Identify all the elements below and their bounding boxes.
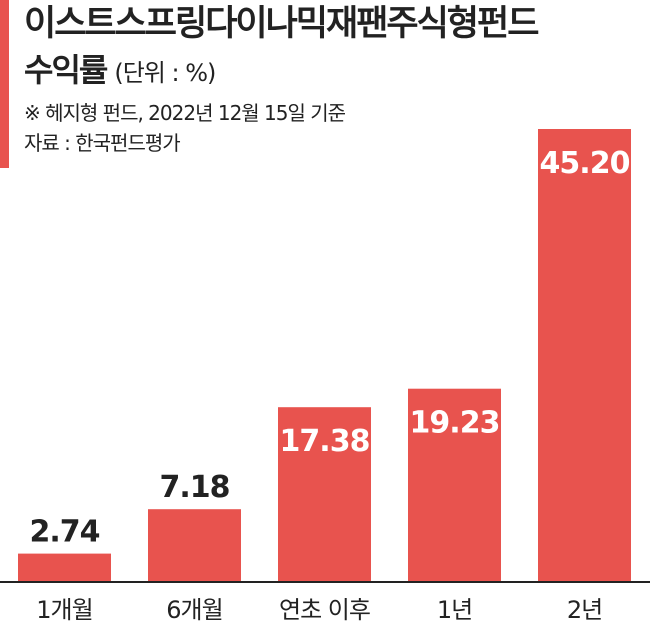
chart-source: 자료 : 한국펀드평가 [24, 131, 181, 155]
unit-label: (단위 : %) [114, 59, 216, 87]
chart-title-second-line: 수익률 (단위 : %) [24, 50, 624, 96]
bars-layer [18, 129, 631, 581]
category-label: 1년 [437, 596, 472, 624]
category-label: 연초 이후 [279, 596, 370, 624]
bar [148, 509, 241, 581]
category-labels-layer: 1개월 6개월 연초 이후 1년 2년 [36, 596, 603, 624]
bar [408, 388, 501, 581]
category-label: 1개월 [36, 596, 92, 624]
category-label: 6개월 [166, 596, 222, 624]
bar-value-label: 17.38 [280, 424, 370, 459]
category-label: 2년 [567, 596, 602, 624]
bar [18, 553, 111, 581]
accent-bar [0, 0, 9, 168]
bar [538, 129, 631, 581]
bar-value-label: 19.23 [410, 406, 500, 441]
bar [278, 407, 371, 581]
chart-title: 이스트스프링다이나믹재팬주식형펀드 [24, 4, 539, 44]
bar-value-label: 45.20 [540, 146, 630, 181]
chart-note: ※ 헤지형 펀드, 2022년 12월 15일 기준 [24, 101, 346, 125]
bar-value-label: 2.74 [29, 515, 99, 550]
chart-header: 이스트스프링다이나믹재팬주식형펀드 수익률 (단위 : %) ※ 헤지형 펀드, … [24, 2, 624, 158]
bar-value-label: 7.18 [159, 470, 229, 505]
value-labels-layer: 2.74 7.18 17.38 19.23 45.20 [29, 146, 630, 550]
chart-title-suffix: 수익률 [24, 51, 108, 89]
